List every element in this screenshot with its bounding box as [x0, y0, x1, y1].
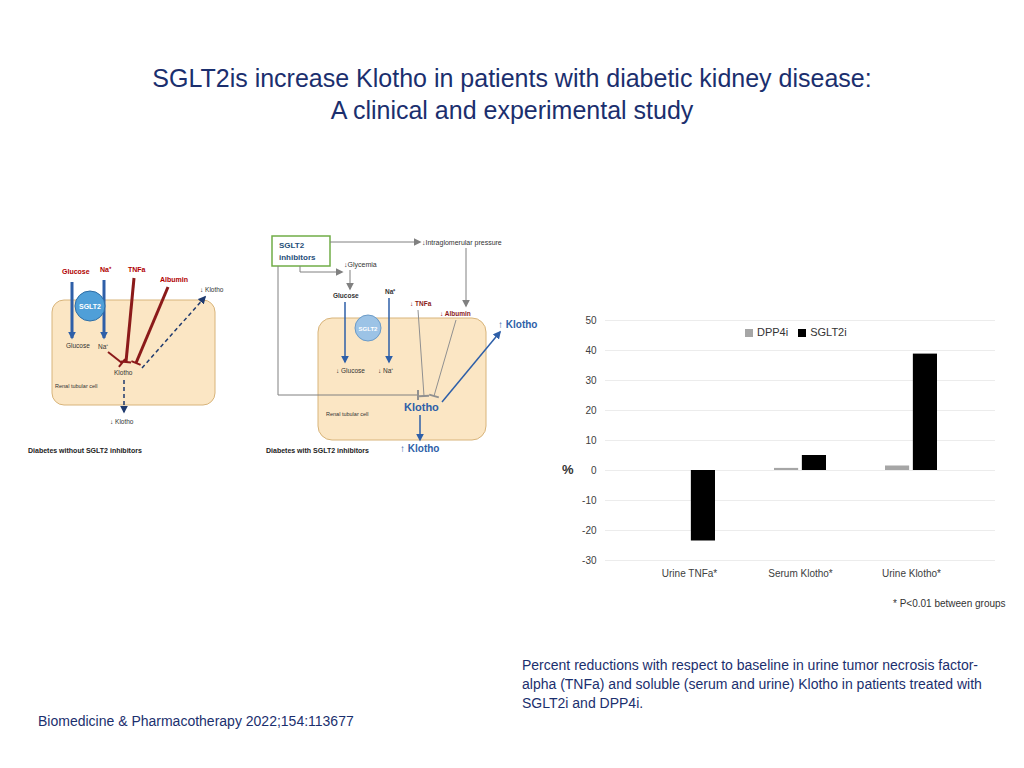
html-text:SGLT2is increase Klotho in pat: SGLT2is increase Klotho in patients with…: [152, 64, 872, 92]
svg-text:↓ Albumin: ↓ Albumin: [440, 310, 471, 317]
svg-text:↓ Klotho: ↓ Klotho: [110, 418, 134, 425]
svg-text:20: 20: [585, 405, 597, 416]
svg-text:↑ Klotho: ↑ Klotho: [400, 443, 439, 454]
svg-text:Glucose: Glucose: [62, 268, 90, 275]
svg-text:Renal tubular cell: Renal tubular cell: [55, 383, 98, 389]
svg-text:↓ Na⁺: ↓ Na⁺: [378, 367, 393, 374]
html-text:* P<0.01 between groups: * P<0.01 between groups: [893, 598, 1006, 609]
svg-text:Serum Klotho*: Serum Klotho*: [768, 568, 833, 579]
svg-text:↓Glycemia: ↓Glycemia: [344, 261, 377, 269]
svg-text:10: 10: [585, 435, 597, 446]
html-text:Biomedicine & Pharmacotherapy: Biomedicine & Pharmacotherapy 2022;154:1…: [38, 713, 354, 729]
svg-text:Na⁺: Na⁺: [385, 288, 396, 295]
svg-text:30: 30: [585, 375, 597, 386]
svg-text:↓ TNFa: ↓ TNFa: [410, 300, 432, 307]
svg-text:↑ Klotho: ↑ Klotho: [498, 319, 537, 330]
svg-text:TNFa: TNFa: [128, 266, 146, 273]
svg-text:↓Intraglomerular pressure: ↓Intraglomerular pressure: [422, 239, 502, 247]
svg-text:Albumin: Albumin: [160, 276, 188, 283]
html-text:Percent reductions with respec: Percent reductions with respect to basel…: [522, 657, 982, 711]
svg-text:inhibitors: inhibitors: [279, 253, 316, 262]
svg-text:Klotho: Klotho: [404, 401, 439, 413]
svg-text:-10: -10: [582, 495, 597, 506]
svg-text:Glucose: Glucose: [333, 292, 359, 299]
svg-text:Renal tubular cell: Renal tubular cell: [326, 411, 369, 417]
svg-text:Na⁺: Na⁺: [98, 343, 108, 350]
svg-text:SGLT2: SGLT2: [79, 303, 101, 310]
svg-text:Glucose: Glucose: [66, 342, 90, 349]
svg-text:↓ Klotho: ↓ Klotho: [200, 286, 224, 293]
svg-text:SGLT2: SGLT2: [359, 326, 379, 332]
html-text:SGLT2i: SGLT2i: [810, 326, 847, 338]
svg-text:40: 40: [585, 345, 597, 356]
svg-text:Urine TNFa*: Urine TNFa*: [662, 568, 717, 579]
svg-text:Diabetes without SGLT2 inhibit: Diabetes without SGLT2 inhibitors: [28, 447, 142, 454]
svg-text:Diabetes with SGLT2 inhibitors: Diabetes with SGLT2 inhibitors: [266, 447, 369, 454]
svg-text:Urine Klotho*: Urine Klotho*: [882, 568, 941, 579]
svg-text:-30: -30: [582, 555, 597, 566]
svg-text:↓ Glucose: ↓ Glucose: [336, 367, 365, 374]
svg-text:Na⁺: Na⁺: [100, 266, 112, 273]
svg-text:-20: -20: [582, 525, 597, 536]
svg-text:Klotho: Klotho: [114, 369, 133, 376]
html-text:A clinical and experimental st: A clinical and experimental study: [330, 96, 694, 124]
html-text:DPP4i: DPP4i: [757, 326, 789, 338]
svg-text:0: 0: [591, 465, 597, 476]
svg-text:SGLT2: SGLT2: [279, 241, 305, 250]
svg-text:50: 50: [585, 315, 597, 326]
